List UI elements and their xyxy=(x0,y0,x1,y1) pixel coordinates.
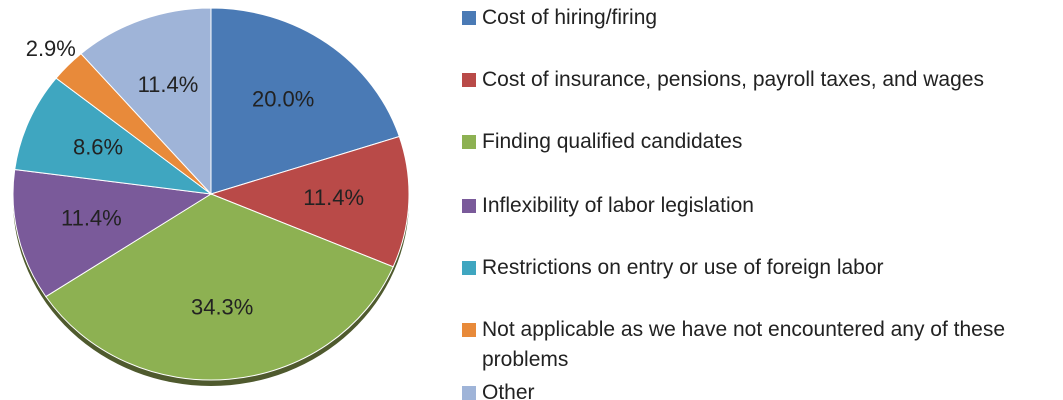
pie-slice xyxy=(80,7,212,196)
legend-swatch xyxy=(462,199,476,213)
data-label: 2.9% xyxy=(26,36,76,61)
legend-label: Cost of hiring/firing xyxy=(482,6,658,29)
legend-item: Not applicable as we have not encountere… xyxy=(462,315,1052,375)
legend-item: Finding qualified candidates xyxy=(462,127,1052,157)
legend-label: Other xyxy=(482,381,535,400)
legend-item: Cost of insurance, pensions, payroll tax… xyxy=(462,65,1052,95)
pie-slice xyxy=(209,135,410,268)
pie-slice xyxy=(12,168,213,298)
legend-label: Restrictions on entry or use of foreign … xyxy=(482,256,884,279)
legend-swatch xyxy=(462,386,476,400)
legend-label: Inflexibility of labor legislation xyxy=(482,194,754,217)
pie-slice xyxy=(210,7,400,195)
pie-slice xyxy=(14,77,213,195)
data-label: 34.3% xyxy=(191,295,253,320)
legend-item: Inflexibility of labor legislation xyxy=(462,191,1052,221)
legend-swatch xyxy=(462,11,476,25)
legend-item: Other xyxy=(462,378,1052,400)
pie-area: 20.0% 11.4% 34.3% 11.4% 8.6% 2.9% 11.4% xyxy=(12,7,410,386)
data-label: 20.0% xyxy=(252,87,314,112)
data-label: 11.4% xyxy=(61,206,122,231)
legend-label: Finding qualified candidates xyxy=(482,130,743,153)
data-label: 11.4% xyxy=(138,72,199,97)
legend-swatch xyxy=(462,135,476,149)
data-label: 8.6% xyxy=(73,135,123,160)
legend-label: Cost of insurance, pensions, payroll tax… xyxy=(482,68,984,91)
legend-swatch xyxy=(462,261,476,275)
legend-swatch xyxy=(462,323,476,337)
legend-item: Restrictions on entry or use of foreign … xyxy=(462,253,1052,283)
legend-label: Not applicable as we have not encountere… xyxy=(482,318,1006,371)
data-label: 11.4% xyxy=(303,185,364,210)
legend-swatch xyxy=(462,73,476,87)
legend-item: Cost of hiring/firing xyxy=(462,3,1052,33)
pie-slice xyxy=(45,193,394,381)
